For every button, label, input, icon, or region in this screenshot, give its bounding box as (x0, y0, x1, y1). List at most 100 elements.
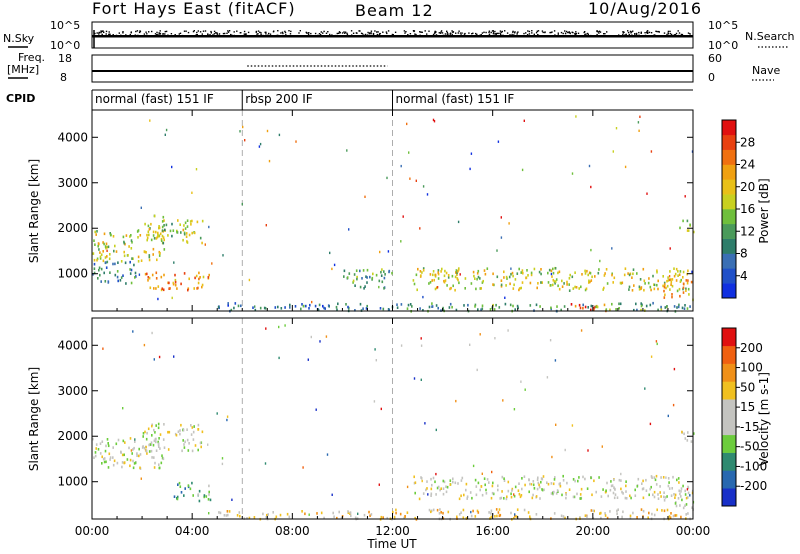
echo-cell (594, 275, 596, 278)
noise-point (587, 33, 589, 36)
echo-cell (476, 277, 478, 281)
echo-cell (666, 495, 668, 498)
echo-cell (167, 234, 169, 237)
echo-cell (226, 510, 229, 513)
echo-cell (147, 427, 150, 431)
echo-cell (584, 272, 587, 275)
echo-cell (201, 219, 204, 223)
echo-cell (129, 458, 132, 462)
sparse-echo (521, 168, 524, 172)
echo-cell (615, 308, 617, 311)
noise-point (157, 33, 159, 36)
echo-cell (380, 515, 383, 519)
echo-cell (523, 475, 526, 478)
colorbar-tick-label: -50 (740, 440, 760, 454)
sparse-echo (400, 344, 403, 347)
echo-cell (659, 491, 661, 494)
echo-cell (474, 515, 477, 518)
sparse-echo (402, 215, 404, 218)
echo-cell (195, 274, 198, 278)
ytick-label: 1000 (57, 267, 88, 281)
noise-point (492, 33, 495, 35)
echo-cell (628, 273, 631, 277)
echo-cell (579, 516, 581, 519)
echo-cell (98, 248, 100, 251)
echo-cell (593, 509, 595, 513)
noise-point (392, 34, 394, 36)
echo-cell (535, 303, 538, 307)
echo-cell (574, 285, 576, 289)
echo-cell (642, 509, 645, 513)
echo-cell (364, 285, 366, 288)
noise-point (370, 32, 372, 34)
echo-cell (441, 267, 443, 271)
echo-cell (174, 280, 177, 284)
echo-cell (659, 485, 661, 488)
sparse-echo (508, 222, 510, 225)
echo-cell (640, 508, 643, 511)
sparse-echo (265, 327, 267, 330)
echo-cell (618, 302, 620, 306)
echo-cell (386, 516, 389, 520)
echo-cell (514, 308, 516, 311)
noise-point (179, 32, 182, 34)
echo-cell (435, 304, 438, 307)
echo-cell (388, 308, 390, 312)
echo-cell (493, 283, 495, 287)
echo-cell (527, 274, 529, 277)
colorbar-cell (722, 149, 736, 165)
noise-point (372, 33, 375, 35)
echo-cell (123, 254, 126, 258)
echo-cell (687, 287, 690, 291)
noise-point (678, 32, 681, 34)
echo-cell (155, 424, 157, 427)
echo-cell (148, 228, 151, 231)
echo-cell (109, 458, 111, 461)
noise-point (541, 30, 544, 32)
echo-cell (528, 490, 530, 494)
sparse-echo (408, 151, 410, 154)
echo-cell (380, 270, 382, 274)
echo-cell (602, 288, 604, 291)
echo-cell (354, 284, 356, 287)
echo-cell (455, 308, 458, 312)
echo-cell (559, 484, 562, 488)
noise-point (644, 32, 646, 34)
echo-cell (134, 461, 137, 465)
echo-cell (595, 490, 597, 494)
time-xlabel: Time UT (366, 537, 417, 551)
noise-point (603, 33, 605, 35)
noise-point (165, 30, 168, 33)
sparse-echo (620, 472, 622, 476)
echo-cell (506, 495, 508, 499)
echo-cell (112, 463, 115, 467)
echo-cell (516, 272, 519, 275)
echo-cell (538, 270, 541, 274)
echo-cell (146, 236, 149, 240)
ytick-label: 2000 (57, 429, 88, 443)
echo-cell (677, 270, 679, 273)
noise-point (413, 30, 415, 33)
echo-cell (586, 487, 589, 490)
echo-cell (177, 430, 180, 433)
noise-point (298, 32, 300, 34)
noise-point (350, 30, 353, 32)
sparse-echo (672, 403, 675, 407)
echo-cell (526, 269, 528, 272)
echo-cell (120, 276, 123, 279)
echo-cell (442, 479, 445, 483)
noise-point (226, 32, 228, 34)
echo-cell (554, 267, 557, 270)
echo-cell (174, 273, 176, 277)
noise-point (201, 33, 203, 35)
echo-cell (677, 274, 679, 277)
echo-cell (515, 515, 518, 518)
sparse-echo (315, 408, 317, 411)
ytick-label: 4000 (57, 338, 88, 352)
echo-cell (673, 493, 675, 496)
echo-cell (678, 273, 681, 276)
velocity-colorbar-label: Velocity [m s-1] (757, 372, 771, 466)
echo-cell (139, 453, 142, 456)
echo-cell (429, 281, 432, 284)
echo-cell (566, 283, 568, 286)
